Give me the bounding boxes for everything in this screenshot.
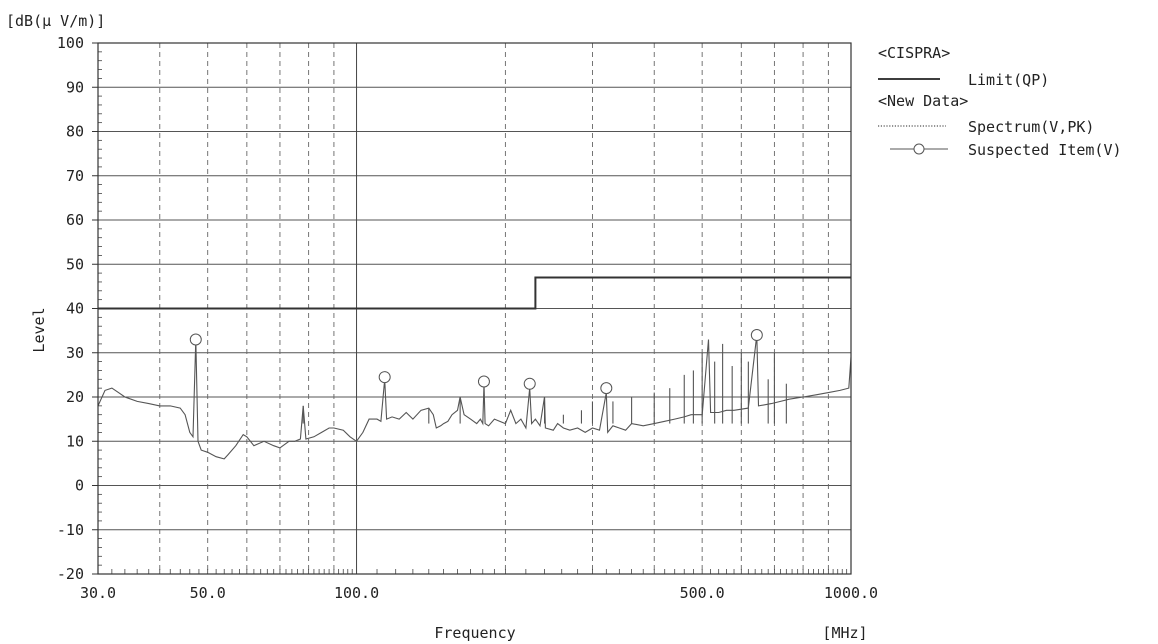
x-tick-label: 1000.0 <box>824 584 878 602</box>
legend-limit-qp: Limit(QP) <box>968 71 1049 89</box>
y-tick-label: 0 <box>75 477 84 495</box>
legend: <CISPRA> Limit(QP) <New Data> Spectrum(V… <box>878 44 1122 159</box>
y-tick-label: 20 <box>66 388 84 406</box>
legend-suspected-item-v: Suspected Item(V) <box>968 141 1122 159</box>
legend-group-new-data: <New Data> <box>878 92 968 110</box>
limit-qp-line <box>98 276 851 310</box>
y-tick-label: 90 <box>66 78 84 96</box>
y-tick-label: 30 <box>66 344 84 362</box>
suspected-item-marker <box>523 377 536 390</box>
y-tick-label: 60 <box>66 211 84 229</box>
y-tick-label: 50 <box>66 255 84 273</box>
suspected-item-marker <box>750 329 763 342</box>
x-tick-label: 500.0 <box>680 584 725 602</box>
y-tick-label: 100 <box>57 34 84 52</box>
y-unit-label: [dB(μ V/m)] <box>6 12 105 30</box>
series-layer <box>97 276 852 460</box>
x-tick-label: 30.0 <box>80 584 116 602</box>
legend-suspected-circle-icon <box>913 143 925 155</box>
suspected-item-marker <box>477 375 490 388</box>
x-unit-label: [MHz] <box>822 624 867 642</box>
y-tick-label: 70 <box>66 167 84 185</box>
plot-frame <box>97 42 852 575</box>
y-tick-label: 10 <box>66 432 84 450</box>
x-axis-label: Frequency <box>434 624 515 642</box>
y-tick-label: 40 <box>66 300 84 318</box>
legend-spectrum-v-pk: Spectrum(V,PK) <box>968 118 1094 136</box>
suspected-item-marker <box>378 371 391 384</box>
suspected-item-marker <box>189 333 202 346</box>
suspected-markers <box>189 329 763 395</box>
y-tick-label: -10 <box>57 521 84 539</box>
y-tick-label: -20 <box>57 565 84 583</box>
x-tick-labels: 30.0 50.0 100.0 500.0 1000.0 <box>80 584 878 602</box>
suspected-item-marker <box>600 382 613 395</box>
y-axis-label: Level <box>30 307 48 352</box>
x-tick-label: 100.0 <box>334 584 379 602</box>
legend-group-cispra: <CISPRA> <box>878 44 950 62</box>
y-tick-label: 80 <box>66 123 84 141</box>
x-tick-label: 50.0 <box>190 584 226 602</box>
